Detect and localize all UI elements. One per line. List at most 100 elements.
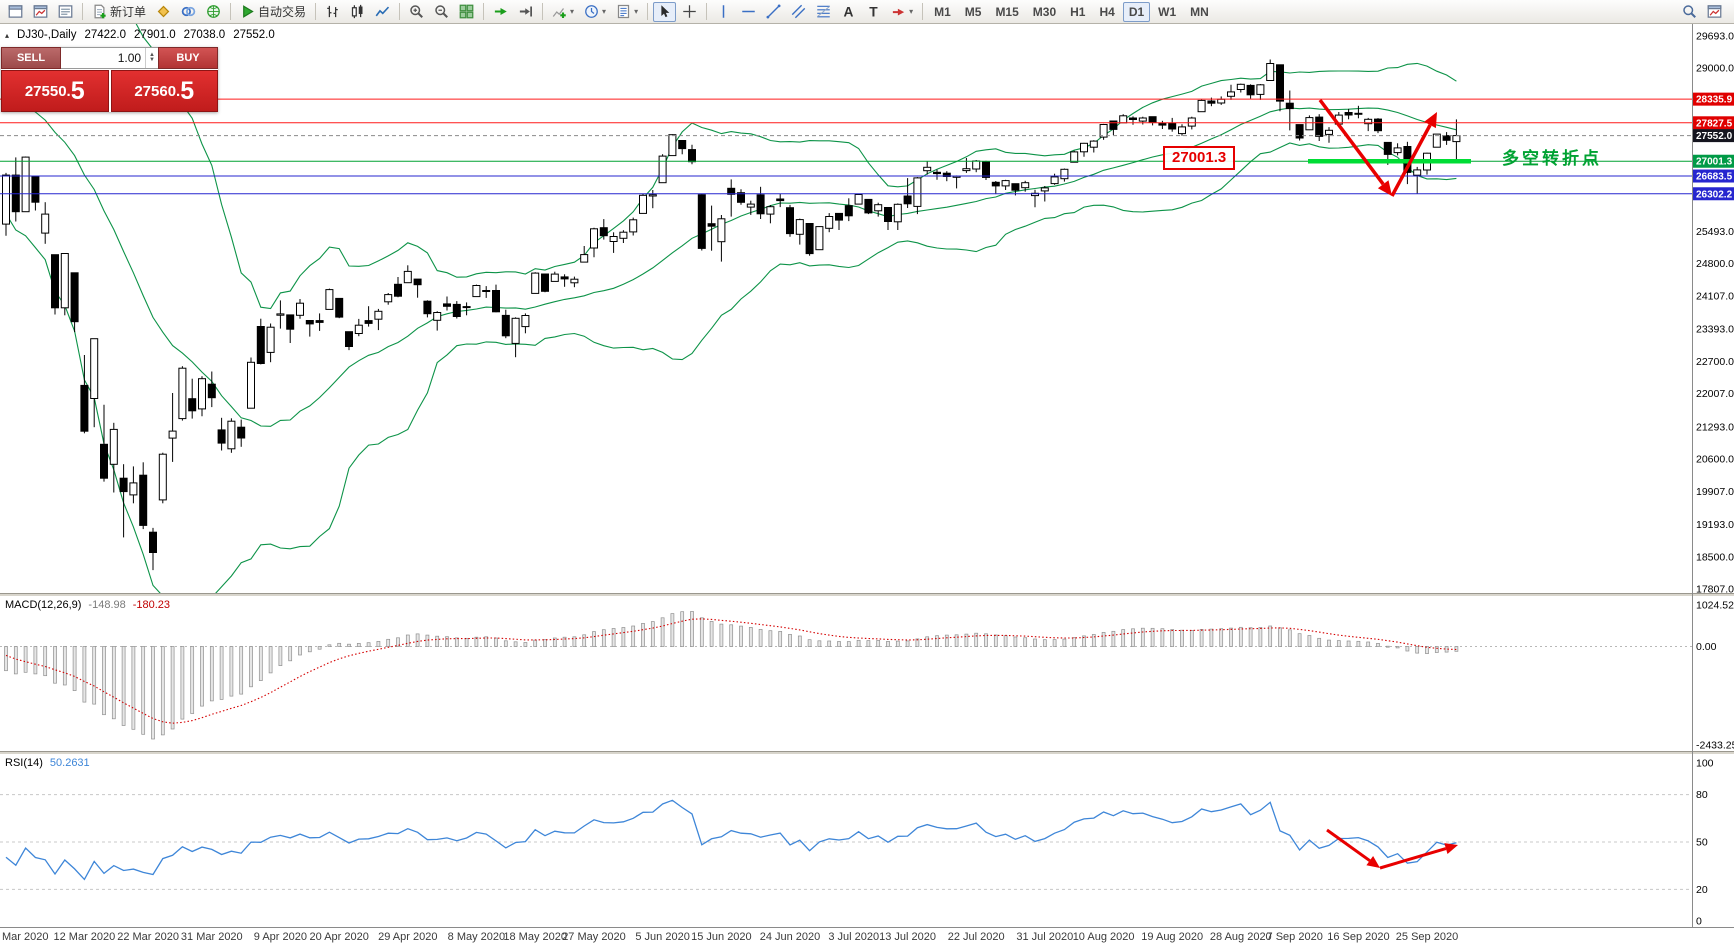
toolbar-separator [922, 3, 924, 20]
support-price-label[interactable]: 27001.3 [1163, 146, 1236, 170]
toolbar-separator [315, 3, 317, 20]
timeframe-m5[interactable]: M5 [959, 2, 988, 22]
chart-candles-button[interactable] [346, 2, 369, 22]
depth-of-market-button[interactable] [177, 2, 200, 22]
chart-bars-button[interactable] [321, 2, 344, 22]
svg-text:29693.0: 29693.0 [1696, 31, 1734, 43]
timeframe-h4[interactable]: H4 [1093, 2, 1120, 22]
step-up-icon[interactable]: ▲ [149, 52, 155, 58]
new-window-button[interactable] [4, 2, 27, 22]
indicators-button[interactable]: ▾ [548, 2, 578, 22]
text-button[interactable]: A [837, 2, 860, 22]
linechart-icon [375, 4, 390, 19]
timeframe-m30[interactable]: M30 [1027, 2, 1062, 22]
date-label: 31 Mar 2020 [181, 931, 243, 943]
svg-text:19193.0: 19193.0 [1696, 519, 1734, 531]
clock-icon [584, 4, 599, 19]
macd-signal-value: -180.23 [132, 599, 171, 611]
turning-point-text[interactable]: 多空转折点 [1502, 149, 1602, 168]
timeframe-mn[interactable]: MN [1184, 2, 1215, 22]
time-scale[interactable] [0, 928, 1734, 945]
timeframe-m15[interactable]: M15 [989, 2, 1024, 22]
auto-scroll-button[interactable] [489, 2, 512, 22]
date-label: 3 Jul 2020 [828, 931, 879, 943]
vertical-line-button[interactable] [712, 2, 735, 22]
quotes-button[interactable] [152, 2, 175, 22]
dropdown-caret-icon[interactable]: ▾ [570, 7, 575, 16]
symbol-period-label: DJ30-,Daily [17, 29, 77, 41]
chart-shift-button[interactable] [514, 2, 537, 22]
date-label: 12 Mar 2020 [54, 931, 116, 943]
auto-trading-button[interactable]: 自动交易 [236, 2, 310, 22]
tline-icon [766, 4, 781, 19]
trend-arrow[interactable] [1318, 98, 1385, 186]
trend-arrow[interactable] [1390, 124, 1432, 197]
zoom-out-button[interactable] [430, 2, 453, 22]
date-label: 27 May 2020 [562, 931, 626, 943]
tile-windows-button[interactable] [455, 2, 478, 22]
date-label: 18 May 2020 [503, 931, 567, 943]
text-label-button[interactable]: T [862, 2, 885, 22]
dropdown-caret-icon[interactable]: ▾ [909, 7, 914, 16]
toolbar-right-group [1677, 2, 1731, 22]
rsi-value: 50.2631 [49, 757, 90, 769]
buy-button[interactable]: BUY [158, 47, 218, 69]
svg-text:24107.0: 24107.0 [1696, 290, 1734, 302]
trend-arrow-head [1377, 180, 1392, 196]
trade-controls-row: SELL 1.00 ▲ ▼ BUY [1, 47, 218, 69]
winlist-icon [58, 4, 73, 19]
crosshair-button[interactable] [678, 2, 701, 22]
chart-line-button[interactable] [371, 2, 394, 22]
search-button[interactable] [1678, 2, 1701, 22]
window-list-button[interactable] [54, 2, 77, 22]
macd-main-value: -148.98 [88, 599, 126, 611]
timeframe-m1[interactable]: M1 [928, 2, 957, 22]
trend-arrow[interactable] [1326, 828, 1371, 862]
horizontal-line-button[interactable] [737, 2, 760, 22]
step-down-icon[interactable]: ▼ [149, 57, 155, 63]
buy-price[interactable]: 27560. 5 [110, 70, 218, 112]
dropdown-caret-icon[interactable]: ▾ [634, 7, 639, 16]
new-order-button[interactable]: 新订单 [88, 2, 150, 22]
window-chart-button[interactable] [29, 2, 52, 22]
trend-arrow[interactable] [1379, 847, 1447, 870]
templates-button[interactable]: ▾ [612, 2, 642, 22]
date-label: 24 Jun 2020 [760, 931, 821, 943]
panel-splitter[interactable] [0, 593, 1734, 597]
periods-button[interactable]: ▾ [580, 2, 610, 22]
date-label: 13 Jul 2020 [879, 931, 936, 943]
arrows-button[interactable]: ▾ [887, 2, 917, 22]
dropdown-caret-icon[interactable]: ▾ [602, 7, 607, 16]
trend-arrow-head [1366, 856, 1380, 868]
trendline-button[interactable] [762, 2, 785, 22]
svg-text:50: 50 [1696, 837, 1708, 849]
svg-text:-2433.25: -2433.25 [1696, 740, 1734, 752]
svg-text:19907.0: 19907.0 [1696, 486, 1734, 498]
channel-button[interactable] [787, 2, 810, 22]
timeframe-w1[interactable]: W1 [1152, 2, 1182, 22]
volume-stepper[interactable]: ▲ ▼ [145, 48, 158, 68]
svg-text:1024.52: 1024.52 [1696, 600, 1734, 612]
sell-price[interactable]: 27550. 5 [1, 70, 109, 112]
volume-input[interactable]: 1.00 ▲ ▼ [61, 47, 158, 69]
panel-splitter[interactable] [0, 751, 1734, 755]
magnify-icon [1682, 4, 1697, 19]
price-scale[interactable] [1693, 24, 1734, 927]
sell-button[interactable]: SELL [1, 47, 61, 69]
timeframe-d1[interactable]: D1 [1122, 1, 1151, 22]
indplus-icon [552, 4, 567, 19]
candles-layer [2, 59, 1461, 571]
svg-text:80: 80 [1696, 789, 1708, 801]
toolbar-separator [230, 3, 232, 20]
svg-text:18500.0: 18500.0 [1696, 551, 1734, 563]
timeframe-m15-label: M15 [995, 4, 1019, 19]
timeframe-h1[interactable]: H1 [1064, 2, 1091, 22]
zoom-in-button[interactable] [405, 2, 428, 22]
new-chart-button[interactable] [1703, 2, 1726, 22]
community-button[interactable] [202, 2, 225, 22]
svg-text:0: 0 [1696, 916, 1702, 928]
fibonacci-button[interactable] [812, 2, 835, 22]
toolbar-separator [706, 3, 708, 20]
cursor-button[interactable] [653, 1, 677, 22]
